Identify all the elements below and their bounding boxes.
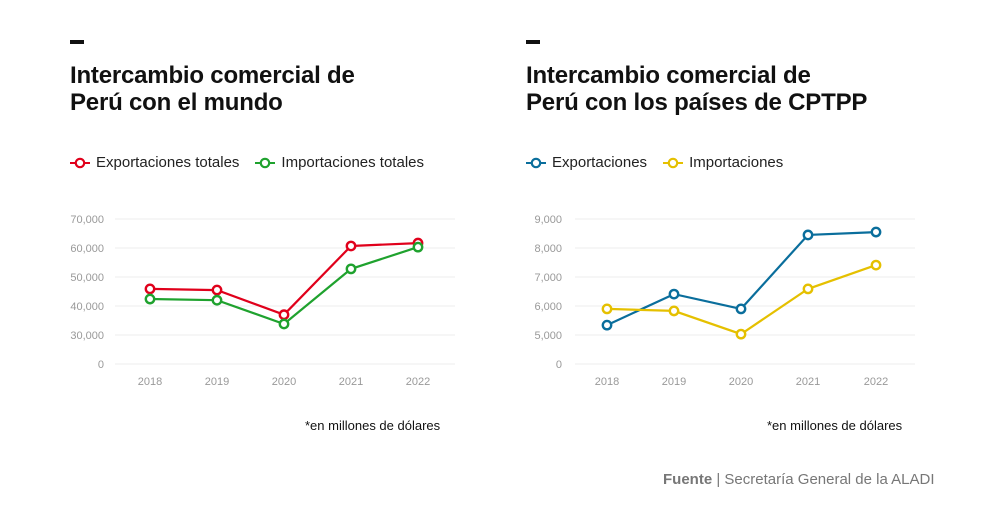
x-tick-label: 2019 (662, 376, 686, 388)
legend-label: Exportaciones totales (96, 154, 240, 171)
title-line: Intercambio comercial de (70, 62, 355, 89)
y-tick-label: 40,000 (70, 301, 104, 313)
chart-2-title: Intercambio comercial de Perú con los pa… (526, 62, 867, 116)
data-point (735, 303, 747, 315)
data-point (601, 319, 613, 331)
source-label: Fuente (663, 471, 713, 488)
data-point (601, 303, 613, 315)
data-point (870, 259, 882, 271)
y-tick-label: 9,000 (534, 214, 562, 226)
y-tick-label: 6,000 (534, 301, 562, 313)
legend-item: Exportaciones (526, 154, 647, 171)
x-tick-label: 2019 (205, 376, 229, 388)
x-tick-label: 2022 (864, 376, 888, 388)
legend-marker-icon (663, 157, 684, 168)
data-point (211, 284, 223, 296)
data-point (735, 328, 747, 340)
title-line: Intercambio comercial de (526, 62, 811, 89)
data-point (668, 288, 680, 300)
y-tick-label: 5,000 (534, 330, 562, 342)
legend-item: Importaciones totales (255, 154, 424, 171)
data-point (802, 283, 814, 295)
title-accent-bar (70, 40, 84, 44)
y-tick-label: 60,000 (70, 243, 104, 255)
x-tick-label: 2022 (406, 376, 430, 388)
chart-1-units-note: *en millones de dólares (305, 418, 441, 433)
x-tick-label: 2018 (595, 376, 619, 388)
data-point (668, 305, 680, 317)
x-tick-label: 2020 (272, 376, 296, 388)
legend-label: Importaciones (689, 154, 784, 171)
legend-marker-icon (255, 157, 276, 168)
data-point (345, 240, 357, 252)
y-tick-label: 0 (98, 359, 104, 371)
series-line (606, 264, 877, 336)
title-line: Perú con los países de CPTPP (526, 89, 868, 116)
data-point (870, 226, 882, 238)
legend-label: Importaciones totales (281, 154, 424, 171)
x-tick-label: 2018 (138, 376, 162, 388)
y-tick-label: 50,000 (70, 272, 104, 284)
data-point (345, 263, 357, 275)
y-tick-label: 30,000 (70, 330, 104, 342)
data-point (412, 241, 424, 253)
data-point (144, 293, 156, 305)
title-accent-bar (526, 40, 540, 44)
y-tick-label: 0 (556, 359, 562, 371)
chart-1-title: Intercambio comercial de Perú con el mun… (70, 62, 355, 116)
chart-1-legend: Exportaciones totales Importaciones tota… (70, 154, 424, 171)
data-point (144, 283, 156, 295)
legend-marker-icon (70, 157, 90, 168)
y-tick-label: 7,000 (534, 272, 562, 284)
chart-2-legend: Exportaciones Importaciones (526, 154, 783, 171)
title-line: Perú con el mundo (70, 89, 283, 116)
y-tick-label: 8,000 (534, 243, 562, 255)
legend-marker-icon (526, 157, 546, 168)
x-tick-label: 2020 (729, 376, 753, 388)
legend-label: Exportaciones (552, 154, 648, 171)
legend-item: Exportaciones totales (70, 154, 239, 171)
source-text: Secretaría General de la ALADI (724, 471, 935, 488)
data-point (211, 294, 223, 306)
legend-item: Importaciones (663, 154, 783, 171)
data-point (802, 229, 814, 241)
chart-2-units-note: *en millones de dólares (767, 418, 903, 433)
data-point (278, 318, 290, 330)
x-tick-label: 2021 (339, 376, 363, 388)
x-tick-label: 2021 (796, 376, 820, 388)
y-tick-label: 70,000 (70, 214, 104, 226)
source-credit: Fuente | Secretaría General de la ALADI (663, 471, 935, 488)
